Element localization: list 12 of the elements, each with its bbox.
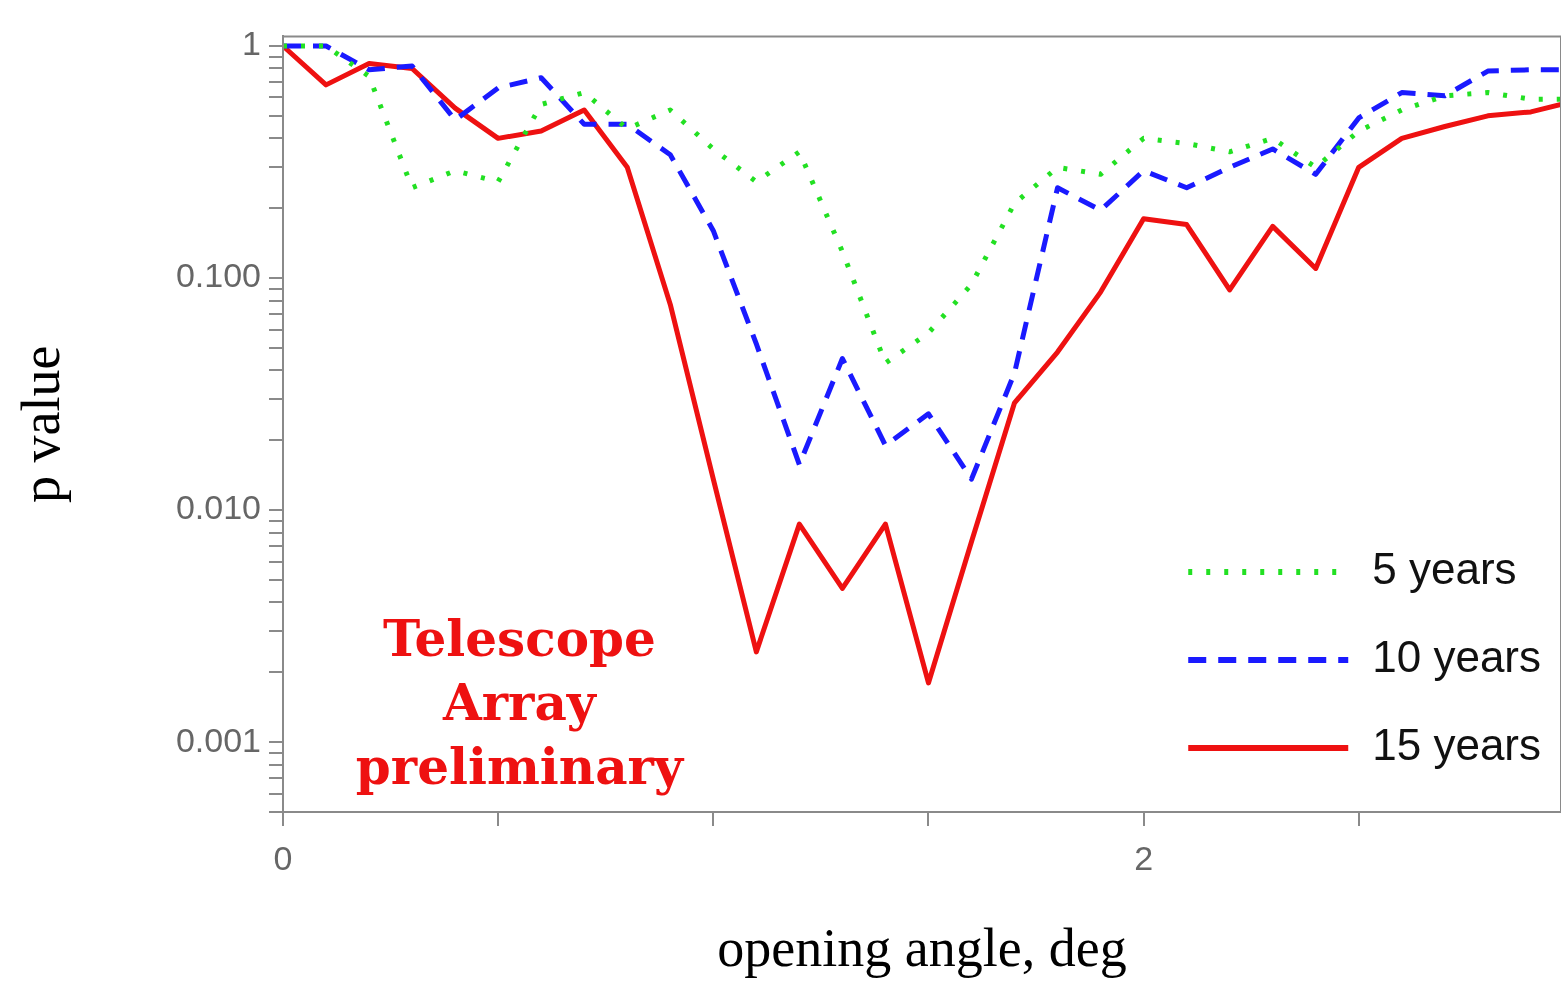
x-axis-title: opening angle, deg bbox=[717, 917, 1127, 978]
x-tick-label: 0 bbox=[273, 838, 293, 877]
y-tick-label: 1 bbox=[242, 24, 261, 63]
legend-label: 15 years bbox=[1372, 720, 1542, 770]
annotation: Telescope Array preliminary bbox=[355, 609, 685, 797]
y-axis-title: p value bbox=[10, 345, 71, 503]
legend-label: 10 years bbox=[1372, 632, 1542, 682]
x-tick-label: 2 bbox=[1134, 838, 1154, 877]
legend-label: 5 years bbox=[1372, 544, 1517, 594]
y-tick-label: 0.001 bbox=[175, 720, 261, 759]
y-tick-label: 0.010 bbox=[175, 488, 261, 527]
y-tick-label: 0.100 bbox=[175, 256, 261, 295]
